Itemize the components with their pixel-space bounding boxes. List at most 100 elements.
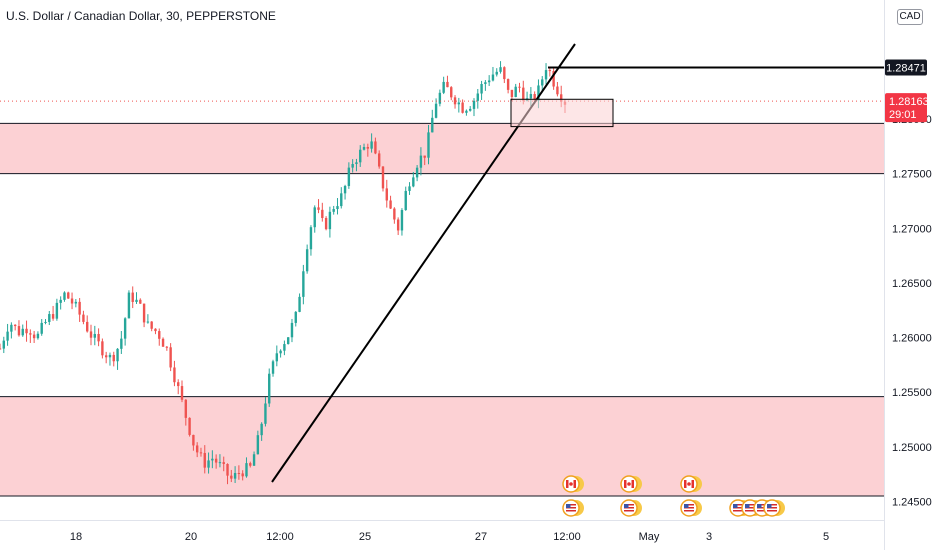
time-tick-label: 20 [185,531,197,543]
candle-body [415,167,419,178]
candle-body [279,350,282,354]
candle-body [104,355,108,358]
candle-body [431,117,434,133]
time-tick-label: May [639,531,660,543]
candles-layer [0,61,567,485]
candle-body [203,452,206,468]
flag-stripe [684,510,694,512]
symbol-title: U.S. Dollar / Canadian Dollar, 30, PEPPE… [6,9,276,23]
candle-body [283,344,286,351]
candle-body [434,103,438,118]
time-tick-label: 27 [475,531,487,543]
candle-body [343,185,347,194]
candle-body [120,338,123,349]
candle-body [184,399,188,418]
candle-body [518,86,521,88]
candle-body [332,209,335,212]
candle-body [469,108,472,111]
flag-stripe [684,507,694,509]
flag-stripe [624,510,634,512]
candle-body [188,417,191,435]
flag-stripe [631,480,634,488]
zone-1 [0,123,884,174]
candle-body [131,292,134,302]
candle-body [298,296,301,312]
candle-body [377,153,381,167]
flag-stripe [733,504,743,506]
candle-body [374,141,377,154]
candle-body [340,193,343,207]
flag-stripe [767,504,777,506]
candle-body [503,67,506,80]
candle-body [275,353,279,362]
price-tick-label: 1.24500 [892,497,932,509]
candle-body [351,164,354,168]
canada-flag-icon[interactable] [562,475,584,493]
usa-flag-icon[interactable] [680,499,702,517]
candle-body [381,166,385,189]
candle-body [560,94,563,102]
candle-body [286,337,290,345]
candle-body [59,299,62,303]
canada-flag-icon[interactable] [680,475,702,493]
candle-body [544,70,548,80]
candle-body [70,298,74,304]
flag-canton [767,504,772,508]
flag-stripe [757,504,767,506]
flag-canton [684,504,689,508]
separators-layer [0,0,885,550]
candle-body [32,334,36,339]
candle-body [112,354,115,362]
flag-stripe [573,480,576,488]
time-tick-label: 12:00 [266,531,294,543]
price-tick-label: 1.26500 [892,278,932,290]
candle-body [13,324,17,327]
candle-body [222,462,225,464]
candle-body [63,292,66,300]
candle-body [207,460,210,468]
price-tick-label: 1.27500 [892,169,932,181]
currency-badge[interactable]: CAD [897,9,923,25]
candle-body [17,326,21,336]
candle-body [412,177,415,187]
canada-flag-icon[interactable] [620,475,642,493]
candle-body [241,473,244,477]
candle-body [484,82,487,85]
candle-body [48,314,51,322]
candle-body [499,67,502,72]
flag-stripe [566,507,576,509]
flag-stripe [745,507,755,509]
candle-body [317,207,320,210]
usa-flag-icon[interactable] [620,499,642,517]
candle-body [336,206,339,210]
time-tick-label: 5 [823,531,829,543]
rectangle-drawing[interactable] [510,98,614,128]
candle-body [55,302,59,319]
candle-body [218,462,222,464]
flag-stripe [624,480,627,488]
candle-body [362,146,366,150]
flag-stripe [733,510,743,512]
candle-body [158,331,161,339]
candle-body [453,97,457,105]
candle-body [150,321,153,329]
flag-stripe [745,510,755,512]
candle-body [442,81,445,93]
candle-body [0,348,2,350]
flag-canton [624,504,629,508]
flag-stripe [566,504,576,506]
usa-flag-icon[interactable] [562,499,584,517]
candle-body [506,79,510,90]
candle-body [321,209,324,218]
candle-body [370,141,373,149]
candle-body [305,249,309,272]
candle-body [328,211,332,230]
candle-body [180,386,184,400]
candle-body [419,155,423,168]
candle-body [21,328,24,336]
candle-body [385,188,388,201]
candle-body [556,86,559,95]
usa-flag-icon[interactable] [763,499,785,517]
events-layer [562,475,785,517]
